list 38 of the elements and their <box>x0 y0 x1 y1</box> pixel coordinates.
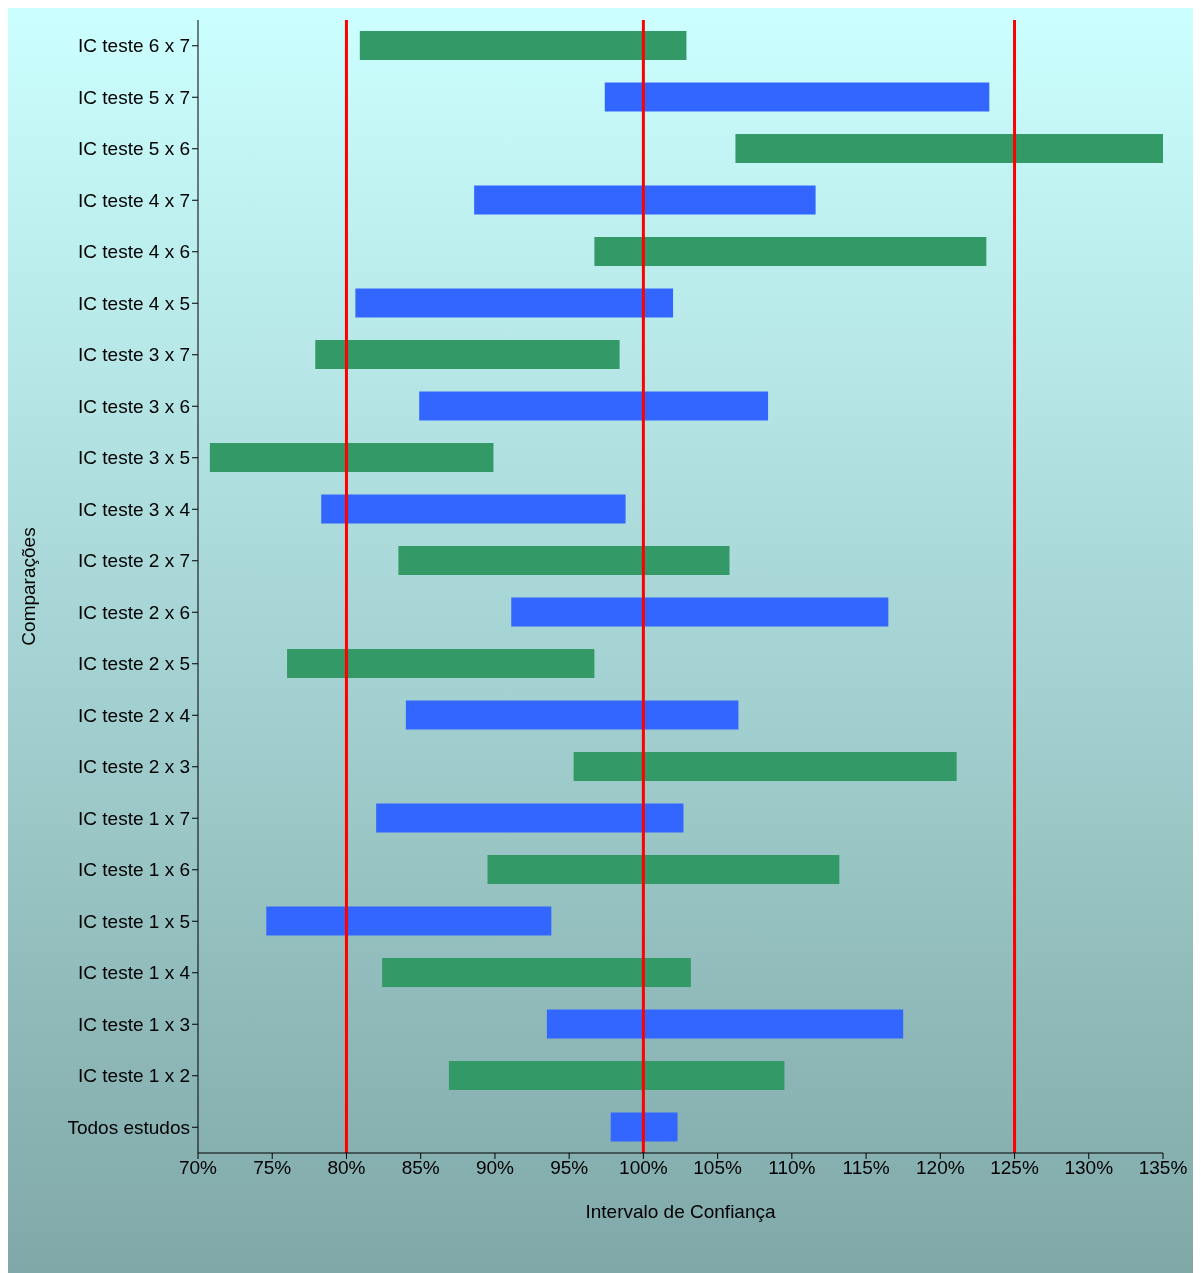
y-tick-label: IC teste 3 x 4 <box>78 498 191 520</box>
y-tick-label: IC teste 1 x 7 <box>78 807 190 829</box>
x-tick-label: 70% <box>178 1157 218 1179</box>
x-tick-label: 125% <box>990 1157 1039 1179</box>
x-tick-label: 120% <box>916 1157 965 1179</box>
y-tick-label: IC teste 4 x 7 <box>78 189 190 211</box>
x-tick-label: 100% <box>619 1157 668 1179</box>
y-tick-label: IC teste 5 x 6 <box>78 138 190 160</box>
y-tick-label: IC teste 2 x 4 <box>78 704 191 726</box>
x-tick-label: 130% <box>1064 1157 1114 1179</box>
y-tick-label: IC teste 2 x 3 <box>78 756 190 778</box>
x-tick-label: 135% <box>1138 1157 1188 1179</box>
y-tick-label: IC teste 4 x 6 <box>78 241 190 263</box>
x-tick-label: 110% <box>768 1157 816 1179</box>
x-tick-label: 95% <box>550 1157 589 1179</box>
y-tick-label: IC teste 3 x 7 <box>78 344 190 366</box>
y-tick-label: IC teste 6 x 7 <box>78 35 190 57</box>
x-tick-label: 85% <box>401 1157 440 1179</box>
y-tick-label: IC teste 4 x 5 <box>78 292 190 314</box>
x-axis-title: Intervalo de Confiança <box>585 1201 776 1222</box>
y-tick-label: IC teste 1 x 2 <box>78 1065 190 1087</box>
y-tick-label: IC teste 1 x 4 <box>78 962 191 984</box>
y-tick-label: IC teste 1 x 3 <box>78 1013 190 1035</box>
x-tick-label: 115% <box>842 1157 890 1179</box>
y-tick-label: IC teste 5 x 7 <box>78 87 190 108</box>
y-tick-label: IC teste 3 x 5 <box>78 447 190 469</box>
x-tick-label: 105% <box>693 1157 743 1179</box>
y-tick-label: Todos estudos <box>67 1116 190 1138</box>
x-tick-label: 75% <box>253 1157 292 1179</box>
y-tick-label: IC teste 2 x 5 <box>78 653 190 675</box>
y-tick-label: IC teste 1 x 5 <box>78 910 190 932</box>
x-tick-label: 90% <box>475 1157 515 1179</box>
y-tick-label: IC teste 1 x 6 <box>78 859 190 881</box>
x-tick-label: 80% <box>327 1157 366 1179</box>
y-tick-label: IC teste 2 x 7 <box>78 550 190 572</box>
y-axis-title: Comparações <box>17 527 39 646</box>
y-tick-label: IC teste 3 x 6 <box>78 395 190 417</box>
y-tick-label: IC teste 2 x 6 <box>78 601 190 623</box>
